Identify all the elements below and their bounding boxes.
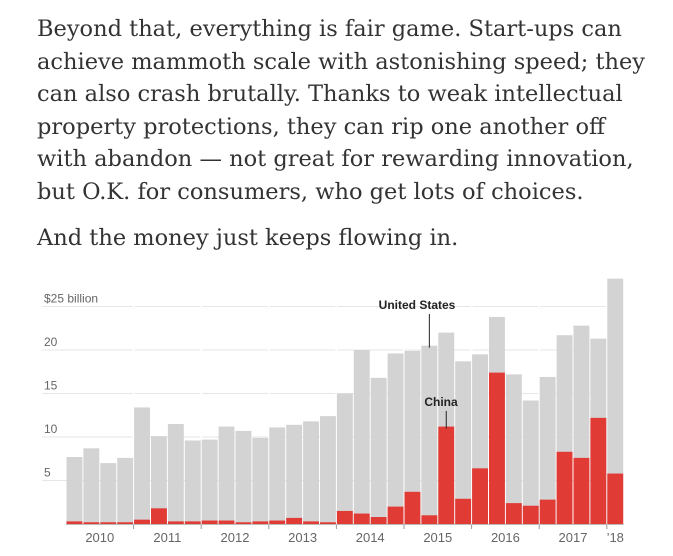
us-bar xyxy=(320,416,336,524)
us-bar xyxy=(522,400,539,524)
china-bar xyxy=(336,510,353,524)
annotation-china: China xyxy=(424,395,458,409)
china-bar xyxy=(184,521,201,524)
us-bar xyxy=(539,376,556,524)
y-tick-label: $25 billion xyxy=(44,292,98,306)
us-bar xyxy=(83,448,100,524)
us-bar xyxy=(134,407,150,524)
x-tick-label: 2015 xyxy=(423,530,452,545)
us-bar xyxy=(336,393,353,524)
x-tick-label: 2014 xyxy=(356,530,385,545)
us-bar xyxy=(421,345,438,524)
annotation-united-states: United States xyxy=(379,298,456,312)
china-bar xyxy=(505,503,522,524)
us-bar xyxy=(303,421,319,524)
china-bar xyxy=(489,372,505,524)
article-body: Beyond that, everything is fair game. St… xyxy=(37,13,657,255)
us-bar xyxy=(66,457,83,524)
us-bar xyxy=(218,426,235,524)
china-bar xyxy=(218,520,235,524)
china-bar xyxy=(66,521,83,524)
china-bar xyxy=(472,468,488,524)
us-bar xyxy=(387,353,404,524)
china-bar xyxy=(320,522,336,524)
x-tick-label: 2013 xyxy=(288,530,317,545)
x-tick-label: 2010 xyxy=(85,530,114,545)
china-bar xyxy=(438,426,455,524)
y-tick-label: 15 xyxy=(44,379,58,393)
china-bar xyxy=(539,499,556,524)
china-bar xyxy=(370,517,387,524)
china-bar xyxy=(556,451,573,524)
china-bar xyxy=(201,520,218,524)
us-bar xyxy=(201,439,218,524)
us-bar xyxy=(252,437,269,524)
china-bar xyxy=(269,520,286,524)
us-bar xyxy=(117,457,134,524)
us-bar xyxy=(151,436,167,524)
china-bar xyxy=(167,521,184,524)
china-bar xyxy=(286,517,303,524)
x-tick-label: 2012 xyxy=(221,530,250,545)
china-bar xyxy=(235,522,252,524)
y-tick-label: 20 xyxy=(44,335,58,349)
china-bar xyxy=(100,522,117,524)
us-bar xyxy=(100,463,117,524)
china-bar xyxy=(303,521,319,524)
us-bar xyxy=(370,377,387,524)
us-bar xyxy=(455,361,472,524)
article-paragraph: And the money just keeps flowing in. xyxy=(37,225,459,251)
china-bar xyxy=(590,417,607,524)
us-bar xyxy=(286,424,303,524)
china-bar xyxy=(573,457,590,524)
x-tick-label: 2017 xyxy=(559,530,588,545)
china-bar xyxy=(117,522,134,524)
china-bar xyxy=(134,519,150,524)
china-bar xyxy=(455,498,472,524)
china-bar xyxy=(353,513,370,524)
us-bar xyxy=(269,427,286,524)
china-bar xyxy=(151,508,167,524)
us-bar xyxy=(607,278,624,524)
us-bar xyxy=(167,423,184,524)
china-bar xyxy=(83,522,100,524)
china-bar xyxy=(252,521,269,524)
china-bar xyxy=(421,515,438,524)
us-bar xyxy=(505,374,522,524)
article-paragraph: Beyond that, everything is fair game. St… xyxy=(37,16,646,205)
china-bar xyxy=(404,491,421,524)
x-tick-label: ’18 xyxy=(607,530,624,545)
china-bar xyxy=(522,505,539,524)
us-bar xyxy=(184,440,201,524)
us-bar xyxy=(353,350,370,524)
x-tick-label: 2011 xyxy=(153,530,181,545)
china-bar xyxy=(387,506,404,524)
us-bar xyxy=(404,350,421,524)
x-tick-label: 2016 xyxy=(491,530,520,545)
china-bar xyxy=(607,473,624,524)
y-tick-label: 5 xyxy=(44,466,51,480)
y-tick-label: 10 xyxy=(44,422,58,436)
us-bar xyxy=(235,430,252,524)
